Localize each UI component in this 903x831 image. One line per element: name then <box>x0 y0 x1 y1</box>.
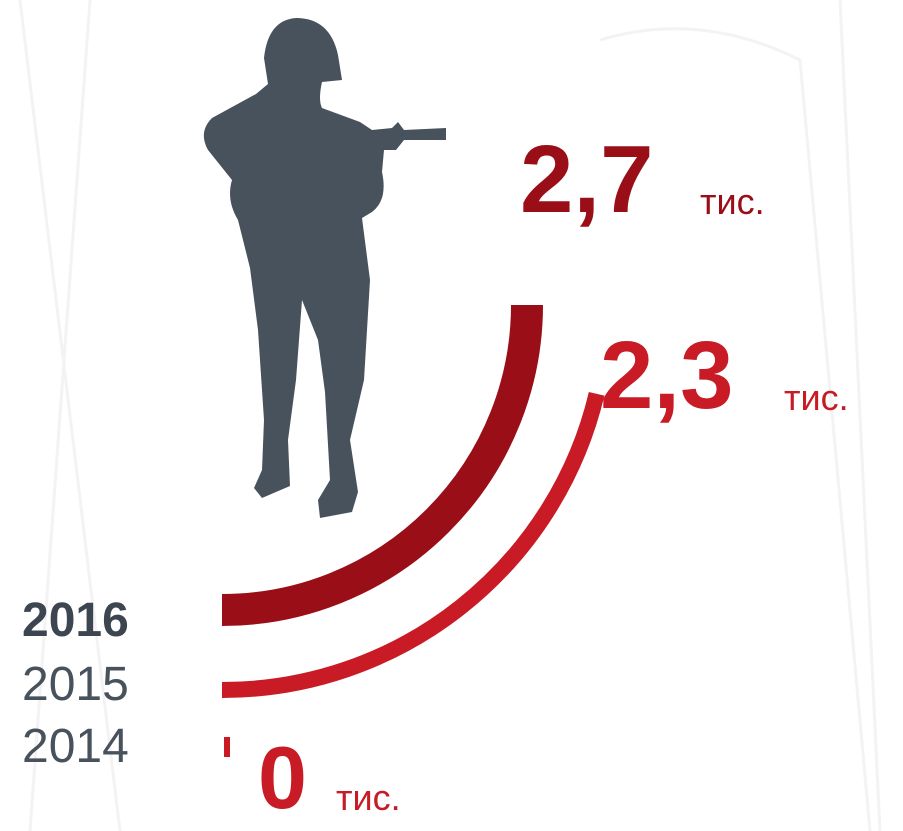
unit-label: тис. <box>700 181 765 222</box>
year-label: 2016 <box>22 594 129 647</box>
unit-label: тис. <box>336 777 401 818</box>
year-label: 2014 <box>22 720 129 773</box>
arc-bar <box>221 304 543 626</box>
year-label: 2015 <box>22 658 129 711</box>
value-label: 0 <box>258 728 307 827</box>
value-label: 2,7 <box>520 126 653 233</box>
arc-bar <box>224 737 230 757</box>
value-label: 2,3 <box>600 322 733 429</box>
background-lines <box>18 0 882 831</box>
unit-label: тис. <box>784 377 849 418</box>
arc-bar <box>221 391 605 698</box>
soldier-silhouette <box>203 18 446 518</box>
